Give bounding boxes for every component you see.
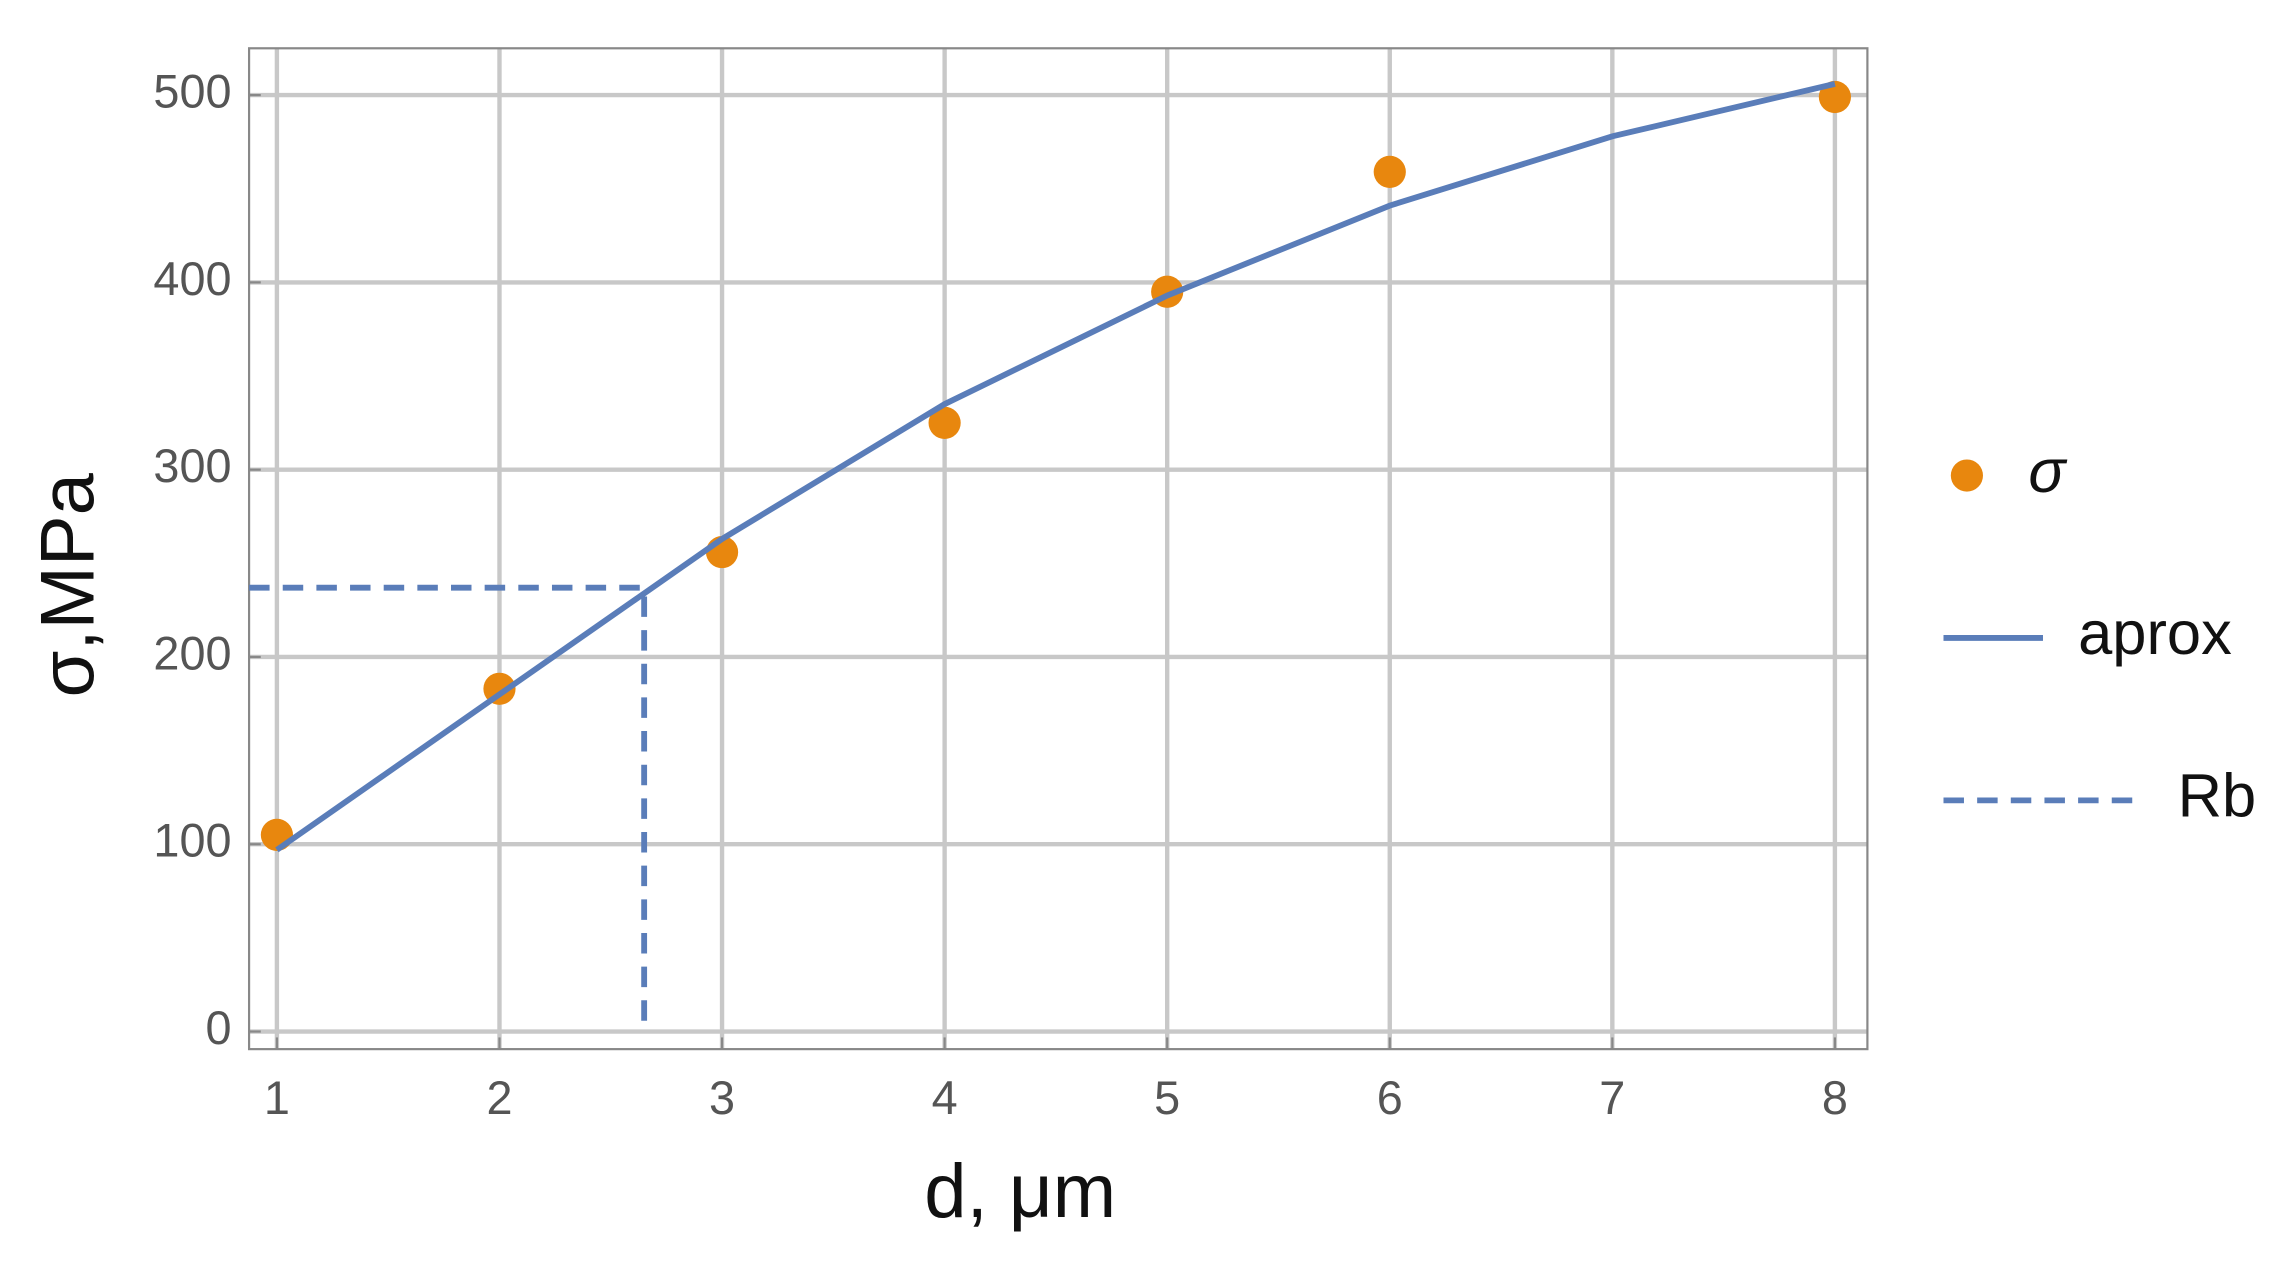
y-tick-label: 300 [153,440,231,492]
y-tick-label: 0 [205,1002,231,1054]
x-tick-label: 6 [1377,1072,1403,1124]
x-tick-label: 8 [1822,1072,1848,1124]
x-tick-label: 3 [709,1072,735,1124]
x-tick-label: 4 [932,1072,958,1124]
x-tick-label: 2 [486,1072,512,1124]
legend-label: σ [2028,437,2067,506]
legend-label: Rb [2178,762,2257,831]
data-point [1373,155,1406,188]
line [275,81,1836,853]
x-tick-label: 5 [1154,1072,1180,1124]
y-tick-label: 100 [153,815,231,867]
data-point [260,818,294,851]
y-tick-label: 400 [153,253,231,305]
y-tick-label: 500 [153,65,231,117]
legend-marker [1950,459,1983,492]
dashed-line [249,584,648,1032]
x-tick-label: 1 [264,1072,290,1124]
plot-frame [247,47,1869,1051]
data-point [1818,80,1852,114]
x-tick-label: 7 [1599,1072,1625,1124]
y-tick-label: 200 [153,627,231,679]
x-axis-label: d, μm [924,1149,1116,1234]
legend-label: aprox [2078,599,2232,668]
data-point [928,406,961,439]
y-axis-label: σ,MPa [26,472,111,697]
